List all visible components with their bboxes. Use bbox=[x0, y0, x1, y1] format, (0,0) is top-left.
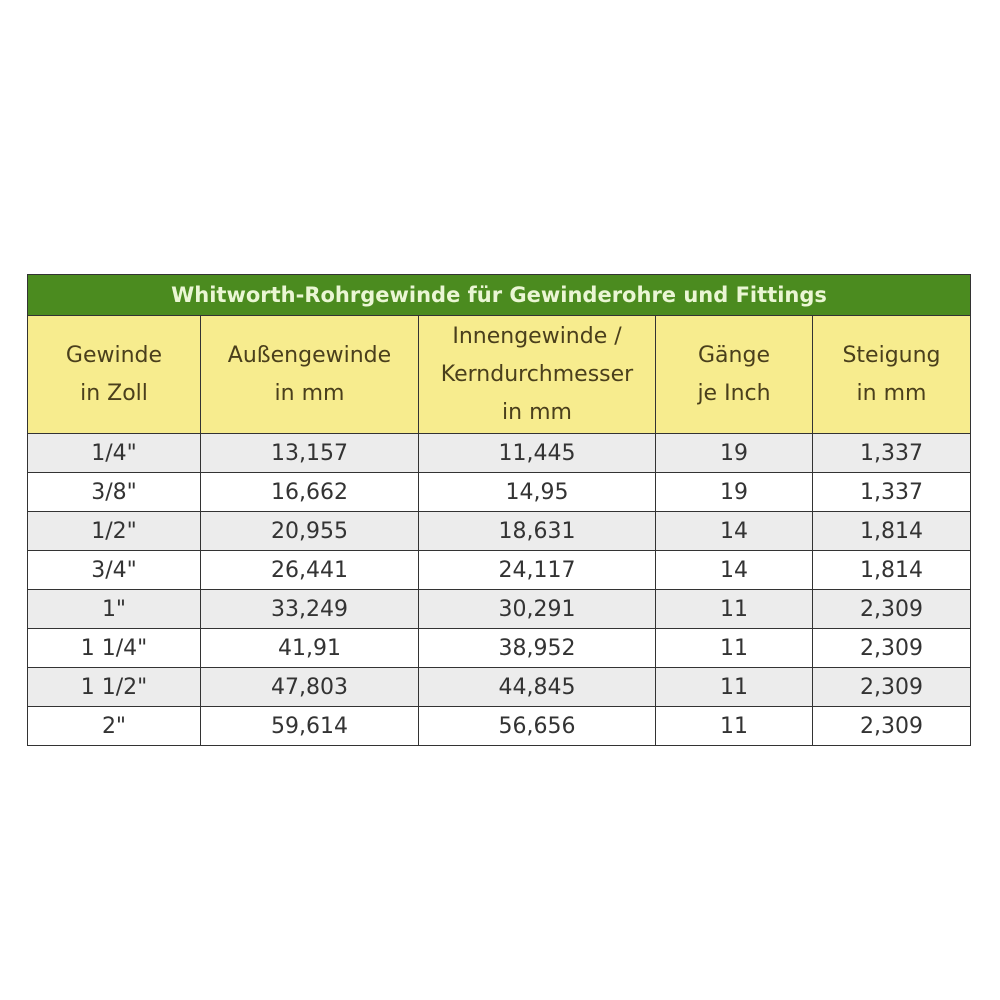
table-cell: 30,291 bbox=[418, 589, 656, 629]
table-title: Whitworth-Rohrgewinde für Gewinderohre u… bbox=[26, 274, 972, 316]
table-cell: 1/4" bbox=[27, 433, 201, 473]
table-cell: 24,117 bbox=[418, 550, 656, 590]
table-cell: 2,309 bbox=[811, 667, 972, 707]
thread-table: Whitworth-Rohrgewinde für Gewinderohre u… bbox=[26, 274, 972, 746]
table-cell: 2,309 bbox=[811, 706, 972, 746]
column-header: Außengewinde in mm bbox=[200, 315, 419, 434]
table-row: 1" 33,249 30,291 11 2,309 bbox=[27, 589, 972, 629]
column-header-line: in mm bbox=[502, 399, 572, 425]
table-cell: 14 bbox=[655, 550, 813, 590]
table-cell: 11 bbox=[655, 706, 813, 746]
table-cell: 3/8" bbox=[27, 472, 201, 512]
column-header-line: Innengewinde / bbox=[452, 323, 622, 349]
column-header: Gänge je Inch bbox=[655, 315, 813, 434]
table-cell: 3/4" bbox=[27, 550, 201, 590]
table-cell: 1/2" bbox=[27, 511, 201, 551]
table-cell: 11 bbox=[655, 628, 813, 668]
column-header-line: Kerndurchmesser bbox=[440, 361, 634, 387]
column-header: Steigung in mm bbox=[811, 315, 972, 434]
table-cell: 1 1/4" bbox=[27, 628, 201, 668]
table-cell: 13,157 bbox=[200, 433, 419, 473]
table-cell: 1,337 bbox=[811, 472, 972, 512]
table-row: 3/4" 26,441 24,117 14 1,814 bbox=[27, 550, 972, 590]
column-header-line: in mm bbox=[856, 380, 927, 406]
table-cell: 1" bbox=[27, 589, 201, 629]
table-cell: 1 1/2" bbox=[27, 667, 201, 707]
table-row: 1 1/4" 41,91 38,952 11 2,309 bbox=[27, 628, 972, 668]
table-cell: 11,445 bbox=[418, 433, 656, 473]
column-header-line: Außengewinde bbox=[227, 342, 392, 368]
table-row: 2" 59,614 56,656 11 2,309 bbox=[27, 706, 972, 746]
table-row: 1/4" 13,157 11,445 19 1,337 bbox=[27, 433, 972, 473]
column-header: Innengewinde / Kerndurchmesser in mm bbox=[418, 315, 656, 434]
table-cell: 33,249 bbox=[200, 589, 419, 629]
column-header-line: Gewinde bbox=[65, 342, 163, 368]
table-cell: 44,845 bbox=[418, 667, 656, 707]
table-cell: 26,441 bbox=[200, 550, 419, 590]
table-cell: 2,309 bbox=[811, 628, 972, 668]
table-cell: 18,631 bbox=[418, 511, 656, 551]
table-cell: 14 bbox=[655, 511, 813, 551]
table-row: 3/8" 16,662 14,95 19 1,337 bbox=[27, 472, 972, 512]
table-cell: 1,814 bbox=[811, 511, 972, 551]
table-cell: 20,955 bbox=[200, 511, 419, 551]
table-cell: 59,614 bbox=[200, 706, 419, 746]
column-header-line: Gänge bbox=[698, 342, 770, 368]
column-header-line: in mm bbox=[274, 380, 345, 406]
table-cell: 16,662 bbox=[200, 472, 419, 512]
table-cell: 19 bbox=[655, 472, 813, 512]
column-header-line: je Inch bbox=[697, 380, 771, 406]
table-cell: 41,91 bbox=[200, 628, 419, 668]
column-header: Gewinde in Zoll bbox=[27, 315, 201, 434]
table-cell: 2" bbox=[27, 706, 201, 746]
table-cell: 19 bbox=[655, 433, 813, 473]
column-header-line: in Zoll bbox=[80, 380, 148, 406]
table-cell: 1,814 bbox=[811, 550, 972, 590]
table-cell: 47,803 bbox=[200, 667, 419, 707]
table-cell: 38,952 bbox=[418, 628, 656, 668]
table-cell: 2,309 bbox=[811, 589, 972, 629]
table-cell: 56,656 bbox=[418, 706, 656, 746]
column-header-line: Steigung bbox=[842, 342, 941, 368]
table-cell: 14,95 bbox=[418, 472, 656, 512]
table-cell: 1,337 bbox=[811, 433, 972, 473]
table-row: 1/2" 20,955 18,631 14 1,814 bbox=[27, 511, 972, 551]
table-cell: 11 bbox=[655, 589, 813, 629]
table-cell: 11 bbox=[655, 667, 813, 707]
table-row: 1 1/2" 47,803 44,845 11 2,309 bbox=[27, 667, 972, 707]
